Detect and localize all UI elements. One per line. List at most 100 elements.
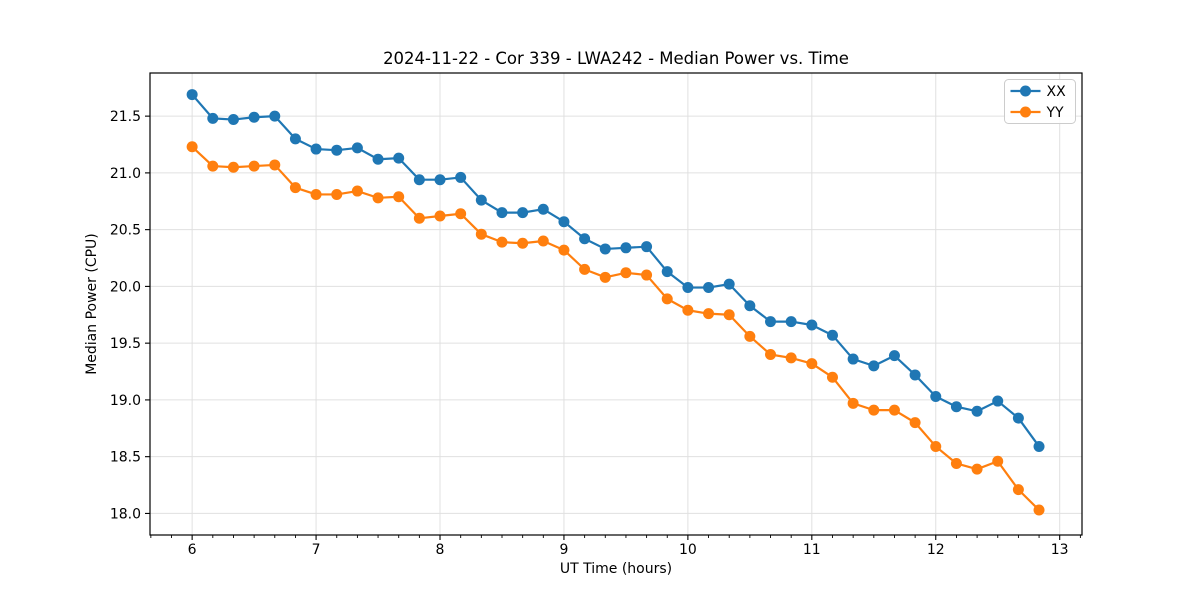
series-YY-point (785, 352, 797, 364)
series-YY-point (496, 236, 508, 248)
series-XX-point (868, 360, 880, 372)
series-XX-point (496, 207, 508, 219)
series-XX-point (393, 152, 405, 164)
y-tick-label: 18.0 (110, 506, 141, 522)
series-YY-point (434, 210, 446, 222)
series-XX-point (765, 316, 777, 328)
series-XX-point (785, 316, 797, 328)
series-YY-point (1033, 504, 1045, 516)
series-YY-point (289, 182, 301, 194)
series-YY-point (558, 244, 570, 256)
series-XX-point (971, 405, 983, 417)
x-tick-label: 8 (436, 542, 445, 558)
series-YY-point (207, 160, 219, 172)
x-tick-label: 13 (1051, 542, 1069, 558)
series-YY-point (1012, 484, 1024, 496)
y-tick-label: 19.0 (110, 393, 141, 409)
series-YY-point (455, 208, 467, 220)
series-YY-point (992, 455, 1004, 467)
series-YY-point (826, 371, 838, 383)
series-XX-point (517, 207, 529, 219)
series-XX-point (227, 114, 239, 126)
series-YY-point (413, 212, 425, 224)
series-XX-point (475, 194, 487, 206)
grid-lines (150, 73, 1082, 535)
series-YY-line (191, 145, 1041, 512)
series-YY-point (537, 235, 549, 247)
y-tick-label: 21.5 (110, 109, 141, 125)
series-YY-point (269, 159, 281, 171)
series-XX-point (186, 89, 198, 101)
series-YY-point (703, 308, 715, 320)
series-XX-point (434, 174, 446, 186)
series-YY-point (909, 417, 921, 429)
y-axis-label: Median Power (CPU) (84, 233, 100, 375)
series-XX-point (909, 369, 921, 381)
series-XX-point (1012, 412, 1024, 424)
tick-labels: 6 7 8 9 10 11 12 13 18.0 18.5 19.0 19.5 20.0 20.5 21.0… (110, 109, 1069, 558)
series-XX-point (806, 319, 818, 331)
x-tick-label: 11 (803, 542, 821, 558)
x-axis-label: UT Time (hours) (560, 561, 672, 577)
series-YY-point (950, 457, 962, 469)
data-series (186, 89, 1045, 516)
axis-ticks (145, 115, 1081, 540)
y-tick-label: 18.5 (110, 450, 141, 466)
series-YY-point (475, 228, 487, 240)
series-XX-point (661, 266, 673, 278)
x-tick-label: 9 (559, 542, 568, 558)
series-YY-point (227, 161, 239, 173)
series-XX-point (641, 241, 653, 253)
y-tick-label: 20.5 (110, 223, 141, 239)
series-XX-point (310, 143, 322, 155)
series-YY-point (744, 330, 756, 342)
series-YY-point (620, 267, 632, 279)
series-YY-point (517, 237, 529, 249)
series-XX-point (207, 112, 219, 124)
series-XX-point (723, 278, 735, 290)
y-tick-label: 21.0 (110, 166, 141, 182)
series-XX-point (579, 233, 591, 245)
series-YY-point (186, 141, 198, 153)
x-tick-label: 10 (679, 542, 697, 558)
legend-label-YY: YY (1046, 105, 1065, 121)
series-XX-point (703, 282, 715, 294)
series-YY-point (248, 160, 260, 172)
series-YY-point (888, 404, 900, 416)
series-YY-point (641, 269, 653, 281)
series-XX-point (992, 395, 1004, 407)
series-XX-point (599, 243, 611, 255)
series-XX-point (888, 350, 900, 362)
series-YY-point (930, 440, 942, 452)
series-YY-point (331, 188, 343, 200)
series-XX-point (537, 203, 549, 215)
series-XX-point (372, 153, 384, 165)
legend-marker-XX (1020, 85, 1031, 97)
series-XX-point (269, 110, 281, 122)
series-XX-point (289, 133, 301, 145)
y-tick-label: 19.5 (110, 336, 141, 352)
plot-border (149, 72, 1083, 536)
series-XX-point (950, 401, 962, 413)
series-YY-point (393, 191, 405, 203)
series-YY-point (868, 404, 880, 416)
series-XX-point (847, 353, 859, 365)
series-YY-point (661, 293, 673, 305)
series-YY-point (765, 349, 777, 361)
series-XX-point (248, 111, 260, 123)
x-tick-label: 12 (927, 542, 945, 558)
series-XX-point (620, 242, 632, 254)
series-XX-point (558, 216, 570, 228)
series-YY-point (351, 185, 363, 197)
series-YY-point (310, 188, 322, 200)
series-YY-point (723, 309, 735, 321)
series-XX-point (1033, 440, 1045, 452)
legend: XX YY (1004, 79, 1076, 124)
series-YY-point (806, 358, 818, 370)
x-tick-label: 6 (188, 542, 197, 558)
series-XX-point (826, 329, 838, 341)
y-tick-label: 20.0 (110, 279, 141, 295)
series-YY-point (847, 397, 859, 409)
